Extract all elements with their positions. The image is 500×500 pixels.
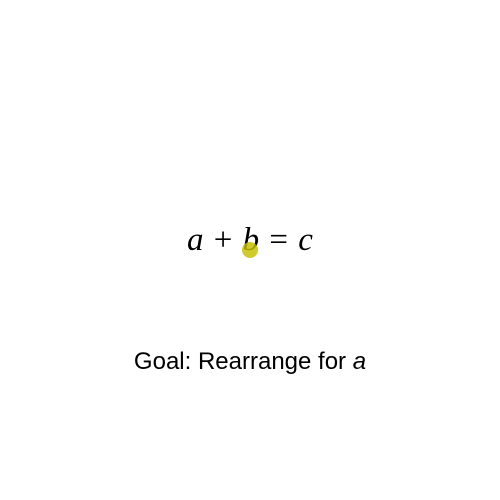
goal-text: Goal: Rearrange for a	[0, 346, 500, 378]
term-c[interactable]: c	[298, 222, 313, 258]
pointer-indicator	[242, 242, 258, 258]
goal-prefix: Goal: Rearrange for	[133, 348, 347, 375]
equals-sign: =	[269, 222, 289, 258]
term-a[interactable]: a	[187, 222, 204, 258]
goal-variable: a	[352, 348, 367, 375]
plus-operator: +	[213, 222, 233, 258]
